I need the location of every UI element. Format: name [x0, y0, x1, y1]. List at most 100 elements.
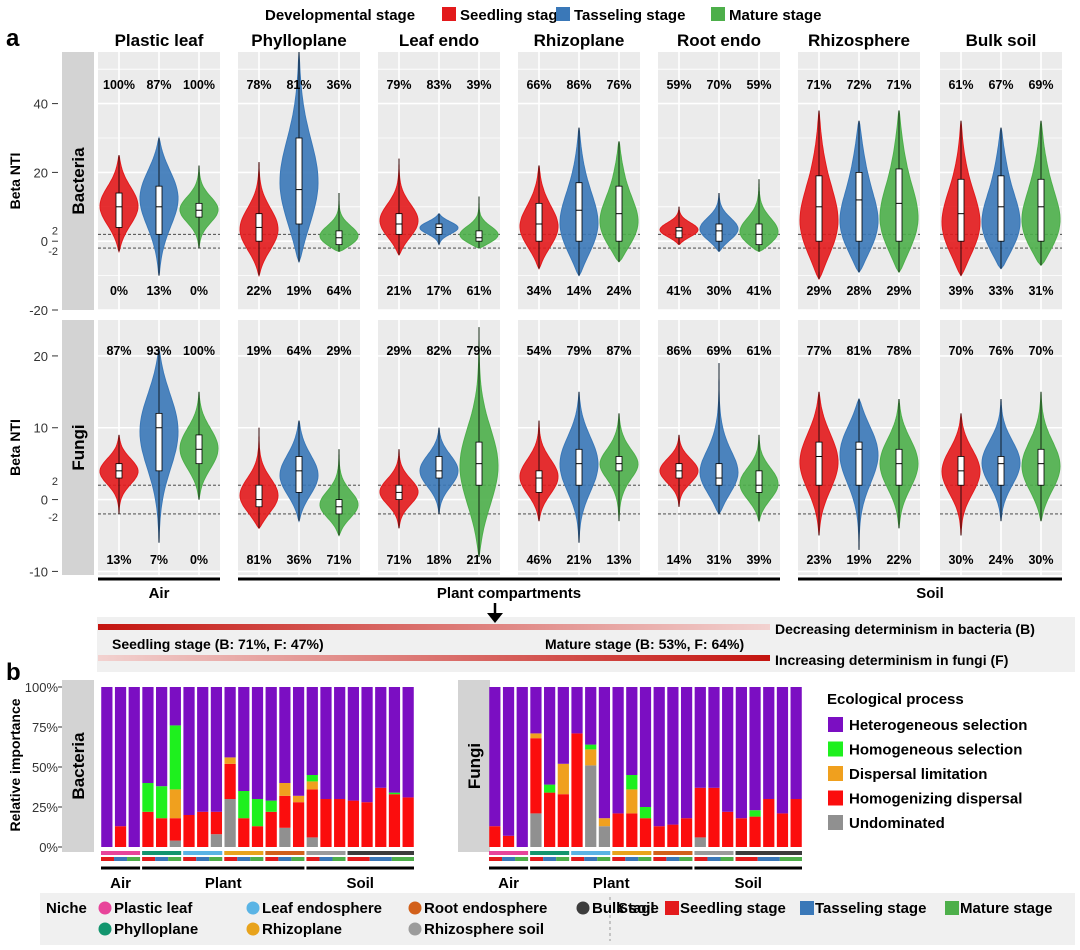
stage-label: Seedling stage — [680, 900, 786, 917]
stacked-bar-segment — [306, 781, 318, 790]
box — [895, 168, 903, 242]
stacked-bar-segment — [598, 826, 611, 847]
legend-key — [711, 7, 725, 21]
box — [155, 185, 163, 235]
row-strip — [62, 52, 94, 310]
pct-below: 14% — [666, 553, 691, 567]
pct-below: 29% — [886, 284, 911, 298]
stacked-bar-segment — [292, 795, 305, 803]
stacked-bar-segment — [224, 799, 236, 847]
y-tick-label: 20 — [34, 349, 48, 364]
stage-strip — [757, 857, 780, 861]
niche-strip — [224, 851, 264, 855]
stacked-bar-segment — [694, 787, 706, 838]
box — [155, 412, 163, 472]
pct-below: 31% — [1028, 284, 1053, 298]
niche-key — [576, 901, 590, 915]
stacked-bar-segment — [626, 687, 638, 775]
box — [255, 484, 263, 508]
stacked-bar-segment — [306, 687, 318, 775]
stacked-bar-segment — [279, 795, 291, 828]
niche-strip — [489, 851, 529, 855]
stacked-bar-segment — [169, 840, 181, 847]
pct-below: 0% — [110, 284, 128, 298]
stage-strip — [209, 857, 223, 861]
pct-above: 61% — [948, 78, 973, 92]
stacked-bar-segment — [502, 687, 515, 836]
stacked-bar-segment — [251, 799, 264, 827]
niche-strip — [530, 851, 570, 855]
stacked-bar-segment — [585, 687, 597, 745]
stacked-bar-segment — [571, 733, 583, 847]
niche-strip — [306, 851, 346, 855]
b-group-label: Air — [498, 875, 519, 892]
stacked-bar-segment — [156, 687, 168, 787]
stage-title: Stage — [618, 900, 659, 917]
stacked-bar-segment — [347, 687, 359, 801]
box — [855, 441, 863, 486]
stacked-bar-segment — [156, 786, 168, 819]
b-group-label: Plant — [205, 875, 242, 892]
stacked-bar-segment — [265, 687, 277, 801]
stage-strip — [653, 857, 667, 861]
stage-strip — [584, 857, 598, 861]
box — [435, 456, 443, 479]
b-tick-label: 0% — [39, 840, 58, 855]
stacked-bar-segment — [375, 687, 387, 788]
process-key — [828, 815, 843, 830]
stacked-bar-segment — [156, 818, 168, 847]
process-legend-title: Ecological process — [827, 691, 964, 708]
pct-below: 61% — [466, 284, 491, 298]
pct-below: 19% — [286, 284, 311, 298]
b-group-label: Soil — [734, 875, 762, 892]
stacked-bar-segment — [639, 687, 652, 807]
pct-above: 59% — [746, 78, 771, 92]
stage-strip — [237, 857, 251, 861]
pct-above: 87% — [106, 344, 131, 358]
ref-label: -2 — [48, 246, 58, 258]
stacked-bar-segment — [694, 687, 706, 788]
stacked-bar-segment — [388, 687, 401, 793]
pct-below: 21% — [386, 284, 411, 298]
stacked-bar-segment — [544, 792, 556, 847]
bacteria-trend-bar — [98, 624, 770, 630]
stage-strip — [127, 857, 141, 861]
pct-above: 83% — [426, 78, 451, 92]
pct-below: 24% — [606, 284, 631, 298]
pct-above: 78% — [886, 344, 911, 358]
stage-strip — [319, 857, 333, 861]
pct-above: 71% — [886, 78, 911, 92]
stacked-bar-segment — [667, 687, 679, 825]
ref-label: 2 — [52, 225, 58, 237]
process-label: Homogeneous selection — [849, 742, 1022, 759]
stacked-bar-segment — [763, 799, 775, 847]
stacked-bar-segment — [361, 802, 373, 847]
pct-above: 29% — [326, 344, 351, 358]
y-tick-label: -10 — [29, 564, 48, 579]
niche-label: Bulk soil — [592, 900, 655, 917]
stacked-bar-segment — [375, 787, 387, 847]
stacked-bar-segment — [224, 763, 236, 799]
stacked-bar-segment — [612, 687, 624, 814]
stage-strip — [638, 857, 652, 861]
stacked-bar-segment — [265, 811, 277, 847]
niche-strip — [694, 851, 734, 855]
stacked-bar-segment — [197, 687, 209, 812]
trend-bacteria: Decreasing determinism in bacteria (B) — [775, 621, 1035, 637]
process-label: Heterogeneous selection — [849, 717, 1027, 734]
stacked-bar-segment — [279, 827, 291, 847]
stage-strip — [332, 857, 346, 861]
pct-above: 70% — [948, 344, 973, 358]
stacked-bar-segment — [489, 687, 501, 827]
stacked-bar-segment — [251, 826, 264, 847]
facet-title: Leaf endo — [399, 31, 479, 50]
stage-key — [665, 901, 679, 915]
stage-strip — [735, 857, 758, 861]
box — [535, 470, 543, 493]
niche-key — [98, 922, 112, 936]
stacked-bar-segment — [667, 824, 679, 847]
process-key — [828, 741, 843, 757]
stacked-bar-segment — [306, 837, 318, 847]
stacked-bar-segment — [142, 783, 154, 812]
